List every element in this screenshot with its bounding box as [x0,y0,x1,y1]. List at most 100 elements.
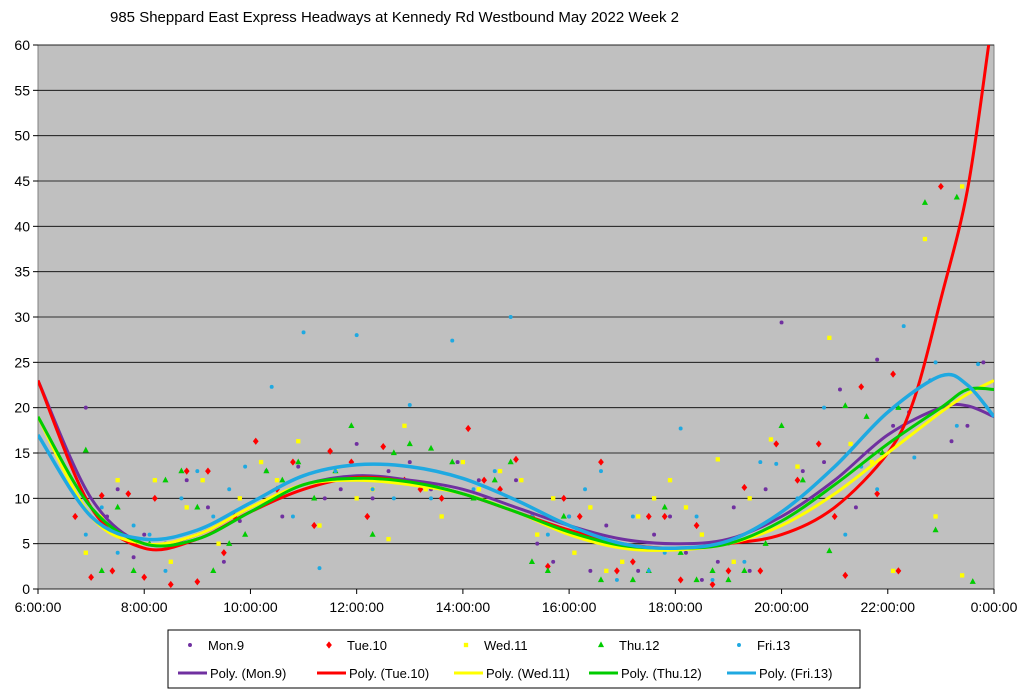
point-thu-12 [263,467,270,474]
point-thu-12 [162,476,169,483]
point-tue-10 [151,494,158,502]
point-mon-9 [763,487,768,492]
point-wed-11 [635,514,641,519]
point-tue-10 [98,492,105,500]
point-wed-11 [848,441,853,447]
point-mon-9 [875,357,880,362]
point-fri-13 [290,514,295,519]
point-mon-9 [514,478,518,483]
legend-label-mon-9: Mon.9 [208,638,244,653]
point-wed-11 [667,478,673,483]
point-wed-11 [497,468,503,474]
point-mon-9 [407,460,412,465]
point-wed-11 [683,505,689,510]
point-fri-13 [131,523,136,528]
legend-trend-label-thu-12: Poly. (Thu.12) [621,666,702,681]
legend-marker-thu-12 [597,641,605,648]
point-thu-12 [693,576,700,583]
point-mon-9 [800,469,805,474]
point-wed-11 [768,437,774,442]
point-tue-10 [741,483,748,492]
point-thu-12 [879,449,886,456]
point-thu-12 [953,193,960,200]
point-wed-11 [715,457,720,462]
point-wed-11 [152,478,158,483]
point-wed-11 [959,184,965,189]
point-fri-13 [333,469,338,474]
point-mon-9 [683,550,688,555]
point-fri-13 [646,568,651,573]
point-tue-10 [938,182,944,191]
point-fri-13 [407,402,412,407]
point-thu-12 [491,476,498,483]
point-fri-13 [163,568,168,573]
point-wed-11 [699,532,705,537]
y-tick-label: 15 [14,445,30,461]
point-mon-9 [280,514,285,519]
point-thu-12 [295,458,302,465]
point-wed-11 [572,550,577,555]
point-tue-10 [88,573,94,581]
point-wed-11 [476,487,481,492]
point-wed-11 [651,496,657,501]
point-thu-12 [629,576,636,583]
point-fri-13 [598,469,603,474]
point-fri-13 [912,455,917,460]
point-thu-12 [895,404,902,410]
point-fri-13 [301,330,306,335]
point-thu-12 [406,440,413,447]
point-tue-10 [290,458,296,466]
y-tick-label: 0 [22,581,30,597]
point-mon-9 [322,496,327,501]
x-tick-label: 14:00:00 [436,599,491,615]
point-thu-12 [178,467,185,474]
point-fri-13 [269,384,274,389]
point-mon-9 [205,505,210,510]
point-thu-12 [969,578,976,584]
point-fri-13 [901,324,906,329]
point-fri-13 [370,487,375,492]
point-thu-12 [369,531,376,537]
point-fri-13 [822,405,827,410]
point-fri-13 [391,496,396,501]
point-thu-12 [311,494,318,501]
point-tue-10 [709,580,716,589]
point-thu-12 [82,446,89,453]
point-mon-9 [588,568,593,573]
point-fri-13 [758,460,763,465]
point-thu-12 [741,567,748,574]
legend-marker-wed-11 [463,642,469,648]
point-wed-11 [168,559,173,564]
point-wed-11 [959,573,965,578]
point-mon-9 [965,423,970,428]
point-mon-9 [949,439,954,444]
point-wed-11 [922,236,928,242]
point-mon-9 [535,541,540,546]
point-wed-11 [890,568,896,574]
legend-trend-label-fri-13: Poly. (Fri.13) [759,666,832,681]
x-tick-label: 16:00:00 [542,599,597,615]
point-thu-12 [842,402,849,409]
point-wed-11 [99,514,104,519]
point-fri-13 [147,532,152,537]
point-tue-10 [842,571,849,579]
point-tue-10 [221,549,227,557]
point-tue-10 [327,447,333,455]
point-fri-13 [211,514,216,519]
point-tue-10 [72,512,79,521]
point-tue-10 [725,567,732,575]
point-wed-11 [535,532,540,537]
point-wed-11 [354,496,359,501]
point-thu-12 [427,444,435,451]
legend-label-fri-13: Fri.13 [757,638,790,653]
point-tue-10 [465,424,472,433]
point-thu-12 [528,558,535,564]
point-wed-11 [423,487,428,492]
point-mon-9 [237,519,242,523]
point-mon-9 [668,514,673,519]
point-thu-12 [677,549,684,555]
point-tue-10 [773,440,780,448]
point-fri-13 [354,333,359,338]
point-fri-13 [99,505,104,510]
point-tue-10 [757,567,764,575]
